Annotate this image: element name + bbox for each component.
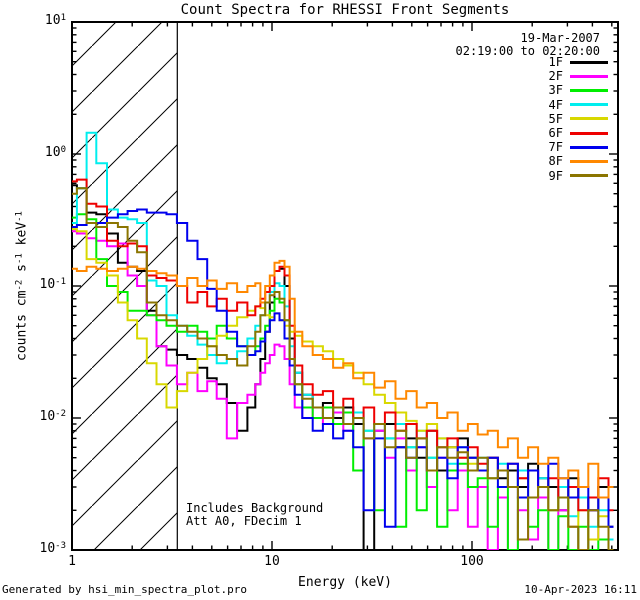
legend-label: 9F (548, 168, 563, 183)
x-tick-label-10: 10 (264, 554, 280, 569)
legend-color-swatch (570, 117, 608, 121)
legend-item-5f: 5F (548, 111, 608, 126)
legend-color-swatch (570, 145, 608, 149)
legend-item-2f: 2F (548, 69, 608, 84)
legend-label: 1F (548, 55, 563, 69)
legend-color-swatch (570, 60, 608, 64)
y-tick-label-10e-1: 10-1 (39, 277, 67, 292)
legend-label: 3F (548, 83, 563, 98)
legend-label: 8F (548, 154, 563, 169)
observation-time-range: 02:19:00 to 02:20:00 (455, 44, 601, 58)
series-8f-line (72, 259, 614, 499)
legend-color-swatch (570, 159, 608, 163)
y-tick-label-10e-3: 10-3 (39, 541, 67, 556)
legend-color-swatch (570, 88, 608, 92)
legend-label: 5F (548, 111, 563, 126)
legend-label: 4F (548, 97, 563, 112)
x-tick-label-100: 100 (460, 554, 484, 569)
legend-item-1f: 1F (548, 55, 608, 69)
legend-item-8f: 8F (548, 154, 608, 169)
legend-color-swatch (570, 74, 608, 78)
legend-label: 7F (548, 140, 563, 155)
legend-item-7f: 7F (548, 140, 608, 155)
legend-item-4f: 4F (548, 97, 608, 112)
axis-ticks (71, 21, 618, 551)
annotation-att-fdecim: Att A0, FDecim 1 (186, 514, 302, 528)
generation-timestamp: 10-Apr-2023 16:11 (524, 583, 637, 596)
x-tick-label-1: 1 (68, 554, 76, 569)
observation-date: 19-Mar-2007 (520, 31, 600, 45)
legend-label: 2F (548, 69, 563, 84)
annotation-includes-background: Includes Background (186, 501, 324, 515)
series-9f-line (72, 187, 614, 550)
legend-item-9f: 9F (548, 168, 608, 183)
legend-color-swatch (570, 103, 608, 107)
x-axis-label: Energy (keV) (298, 575, 392, 590)
legend-item-6f: 6F (548, 126, 608, 140)
legend-label: 6F (548, 126, 563, 140)
y-tick-label-10e-2: 10-2 (39, 409, 67, 424)
legend-color-swatch (570, 131, 608, 135)
chart-title: Count Spectra for RHESSI Front Segments (180, 2, 510, 18)
y-tick-label-10e1: 101 (44, 13, 66, 28)
y-tick-label-10e0: 100 (44, 145, 66, 160)
legend-item-3f: 3F (548, 83, 608, 98)
generated-by-text: Generated by hsi_min_spectra_plot.pro (2, 583, 248, 596)
legend-color-swatch (570, 174, 608, 178)
y-axis-label: counts cm-2 s-1 keV-1 (14, 211, 30, 361)
